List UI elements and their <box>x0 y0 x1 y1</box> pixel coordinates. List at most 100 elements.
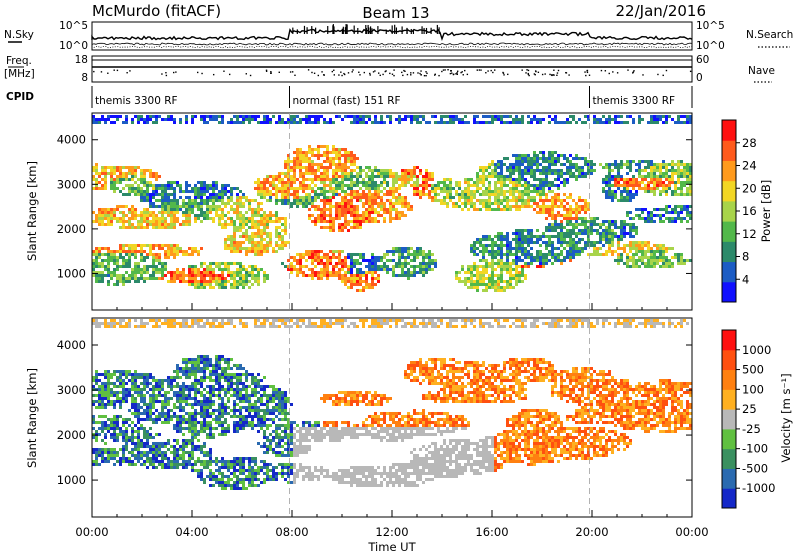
heatmap-cell <box>659 214 662 217</box>
heatmap-cell <box>242 286 245 289</box>
heatmap-cell <box>362 259 365 262</box>
heatmap-cell <box>572 199 575 202</box>
heatmap-cell <box>497 247 500 250</box>
heatmap-cell <box>596 223 599 226</box>
heatmap-cell <box>245 280 248 283</box>
heatmap-cell <box>392 178 395 181</box>
heatmap-cell <box>518 277 521 280</box>
heatmap-cell <box>353 160 356 163</box>
heatmap-cell <box>110 457 113 460</box>
heatmap-cell <box>530 238 533 241</box>
heatmap-cell <box>449 118 452 121</box>
heatmap-cell <box>107 451 110 454</box>
heatmap-cell <box>245 250 248 253</box>
heatmap-cell <box>656 115 659 118</box>
heatmap-cell <box>152 262 155 265</box>
heatmap-cell <box>626 196 629 199</box>
heatmap-cell <box>305 205 308 208</box>
heatmap-cell <box>107 217 110 220</box>
heatmap-cell <box>482 289 485 292</box>
heatmap-cell <box>344 256 347 259</box>
heatmap-cell <box>152 220 155 223</box>
heatmap-cell <box>350 277 353 280</box>
heatmap-cell <box>578 247 581 250</box>
heatmap-cell <box>200 187 203 190</box>
heatmap-cell <box>476 277 479 280</box>
heatmap-cell <box>314 184 317 187</box>
heatmap-cell <box>482 259 485 262</box>
heatmap-cell <box>131 274 134 277</box>
heatmap-cell <box>197 181 200 184</box>
heatmap-cell <box>320 181 323 184</box>
heatmap-cell <box>521 235 524 238</box>
heatmap-cell <box>278 199 281 202</box>
heatmap-cell <box>173 271 176 274</box>
heatmap-cell <box>431 175 434 178</box>
heatmap-cell <box>524 202 527 205</box>
heatmap-cell <box>209 199 212 202</box>
heatmap-cell <box>560 259 563 262</box>
heatmap-cell <box>488 262 491 265</box>
heatmap-cell <box>134 115 137 118</box>
heatmap-cell <box>443 190 446 193</box>
heatmap-cell <box>587 229 590 232</box>
heatmap-cell <box>170 187 173 190</box>
heatmap-cell <box>107 379 110 382</box>
heatmap-cell <box>539 181 542 184</box>
heatmap-cell <box>452 196 455 199</box>
heatmap-cell <box>95 457 98 460</box>
heatmap-cell <box>629 229 632 232</box>
heatmap-cell <box>287 154 290 157</box>
heatmap-cell <box>563 178 566 181</box>
nave-dot <box>212 73 215 76</box>
heatmap-cell <box>530 184 533 187</box>
heatmap-cell <box>395 211 398 214</box>
heatmap-cell <box>119 217 122 220</box>
freq-traces <box>92 59 692 77</box>
heatmap-cell <box>551 247 554 250</box>
heatmap-cell <box>452 115 455 118</box>
heatmap-cell <box>512 154 515 157</box>
heatmap-cell <box>107 322 110 325</box>
heatmap-cell <box>221 283 224 286</box>
heatmap-cell <box>380 184 383 187</box>
heatmap-cell <box>113 178 116 181</box>
heatmap-cell <box>332 151 335 154</box>
heatmap-cell <box>293 181 296 184</box>
heatmap-cell <box>335 250 338 253</box>
heatmap-cell <box>158 244 161 247</box>
heatmap-cell <box>467 190 470 193</box>
heatmap-cell <box>530 196 533 199</box>
heatmap-cell <box>287 118 290 121</box>
heatmap-cell <box>446 202 449 205</box>
heatmap-cell <box>296 271 299 274</box>
heatmap-cell <box>554 199 557 202</box>
heatmap-cell <box>152 223 155 226</box>
heatmap-cell <box>581 199 584 202</box>
nave-dot <box>549 73 551 76</box>
heatmap-cell <box>560 214 563 217</box>
heatmap-cell <box>452 121 455 124</box>
heatmap-cell <box>326 145 329 148</box>
heatmap-cell <box>674 121 677 124</box>
heatmap-cell <box>98 379 101 382</box>
heatmap-cell <box>542 202 545 205</box>
heatmap-cell <box>380 202 383 205</box>
heatmap-cell <box>527 181 530 184</box>
heatmap-cell <box>548 244 551 247</box>
heatmap-cell <box>140 214 143 217</box>
heatmap-cell <box>500 244 503 247</box>
heatmap-cell <box>542 154 545 157</box>
heatmap-cell <box>194 187 197 190</box>
heatmap-cell <box>380 190 383 193</box>
heatmap-cell <box>425 187 428 190</box>
heatmap-cell <box>398 199 401 202</box>
heatmap-cell <box>533 202 536 205</box>
heatmap-cell <box>557 172 560 175</box>
heatmap-cell <box>671 190 674 193</box>
heatmap-cell <box>149 244 152 247</box>
heatmap-cell <box>518 157 521 160</box>
heatmap-cell <box>479 175 482 178</box>
heatmap-cell <box>92 451 95 454</box>
heatmap-cell <box>92 178 95 181</box>
